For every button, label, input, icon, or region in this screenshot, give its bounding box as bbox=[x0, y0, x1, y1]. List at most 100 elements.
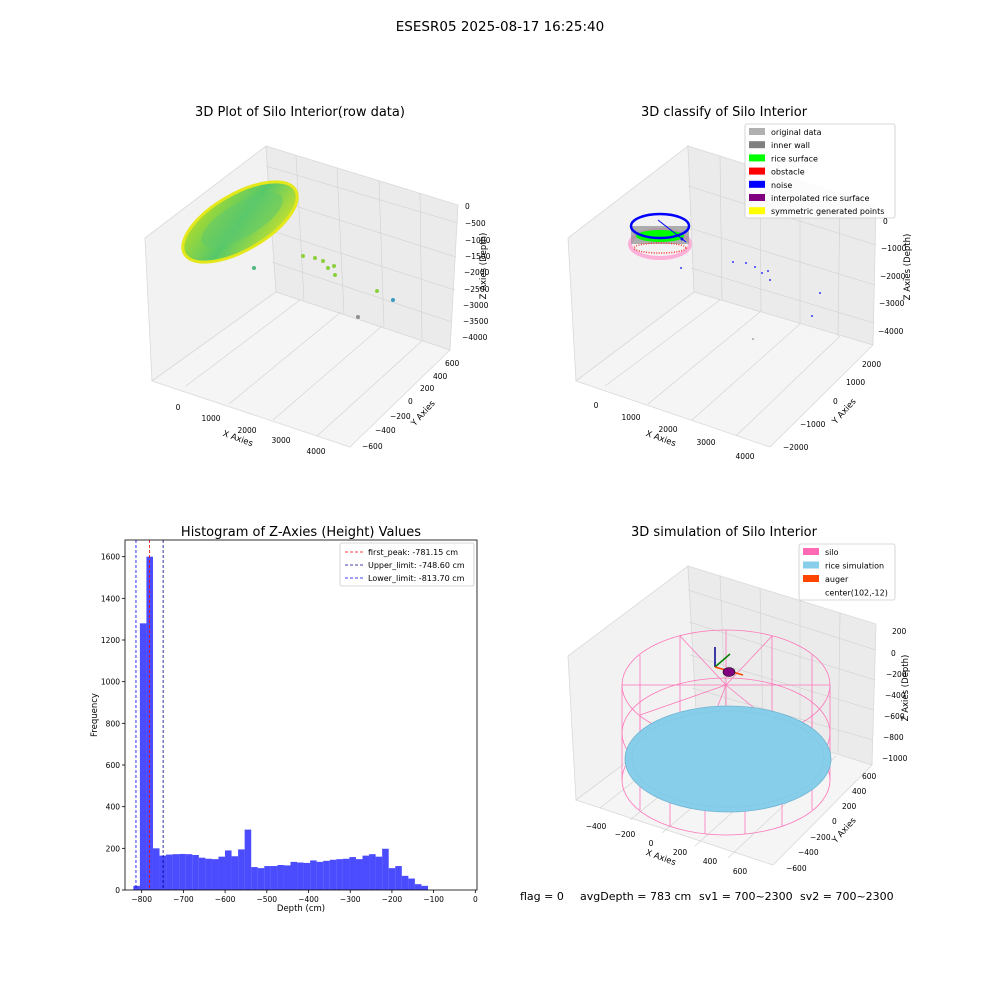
histogram-bar bbox=[375, 856, 383, 890]
raw-z-tick: −1000 bbox=[465, 236, 491, 245]
classify-legend-label: interpolated rice surface bbox=[771, 194, 869, 203]
histogram-bar bbox=[133, 885, 140, 890]
silo-roof-spoke bbox=[639, 684, 727, 716]
simulation-x-ticks: −400 −200 0 200 400 600 bbox=[586, 822, 748, 876]
classify-legend: original data inner wall rice surface obsta… bbox=[744, 123, 896, 219]
raw-z-tick: −4000 bbox=[462, 333, 488, 342]
histogram-bar bbox=[218, 856, 226, 890]
panel-raw-3d: 3D Plot of Silo Interior(row data) bbox=[144, 105, 491, 456]
histogram-reference-lines bbox=[135, 540, 164, 890]
histogram-bar bbox=[238, 849, 245, 890]
histogram-bar bbox=[342, 858, 350, 890]
simulation-legend: silo rice simulation auger center(102,-12) bbox=[798, 543, 896, 601]
simulation-y-ticks: 600 400 200 0 −200 −400 −600 bbox=[786, 772, 877, 873]
histogram-y-label: Frequency bbox=[90, 693, 100, 737]
simulation-legend-swatch bbox=[803, 561, 819, 569]
histogram-legend: first_peak: -781.15 cm Upper_limit: -748.… bbox=[339, 542, 475, 587]
histogram-x-ticks: −800 −700 −600 −500 −400 −300 −200 −100 0 bbox=[131, 890, 478, 904]
simulation-legend-label: rice simulation bbox=[825, 562, 884, 571]
classify-legend-label: noise bbox=[771, 181, 792, 190]
classify-silo-cluster bbox=[628, 212, 692, 260]
histogram-bar bbox=[349, 857, 356, 890]
raw-point bbox=[321, 259, 325, 263]
histogram-legend-frame bbox=[339, 542, 475, 587]
histogram-bar bbox=[211, 859, 219, 890]
histogram-y-tick-label: 1600 bbox=[101, 553, 120, 562]
classify-legend-swatch bbox=[749, 180, 765, 188]
classify-noise-point bbox=[680, 267, 682, 269]
panel-simulation-3d: 3D simulation of Silo Interior bbox=[567, 525, 911, 876]
auger-body bbox=[722, 667, 736, 677]
histogram-x-label: Depth (cm) bbox=[277, 904, 325, 914]
classify-y-tick: 2000 bbox=[862, 360, 881, 369]
simulation-y-tick: −400 bbox=[798, 848, 819, 857]
histogram-bar bbox=[277, 865, 284, 890]
raw-x-tick: 2000 bbox=[237, 426, 256, 435]
status-sv1: sv1 = 700~2300 bbox=[699, 890, 793, 903]
histogram-bar bbox=[179, 853, 186, 890]
histogram-legend-label: first_peak: -781.15 cm bbox=[368, 548, 458, 557]
classify-z-tick: −1000 bbox=[881, 244, 907, 253]
classify-legend-label: inner wall bbox=[771, 141, 810, 150]
classify-y-ticks: 2000 1000 0 −1000 −2000 bbox=[783, 360, 881, 452]
classify-legend-frame bbox=[744, 123, 896, 219]
simulation-legend-items: silo rice simulation auger center(102,-12) bbox=[803, 548, 888, 598]
simulation-x-tick: 200 bbox=[673, 848, 688, 857]
histogram-bar bbox=[172, 854, 180, 890]
histogram-bar bbox=[283, 865, 291, 890]
histogram-bar bbox=[270, 866, 278, 890]
histogram-bar bbox=[369, 854, 376, 890]
raw-y-tick: 0 bbox=[408, 397, 413, 406]
raw-point bbox=[301, 254, 305, 258]
histogram-bar bbox=[329, 859, 337, 890]
simulation-z-tick: 0 bbox=[891, 649, 896, 658]
raw-y-tick: −600 bbox=[362, 442, 383, 451]
histogram-y-tick-label: 0 bbox=[115, 886, 120, 895]
simulation-x-tick: 400 bbox=[703, 857, 718, 866]
histogram-bar bbox=[421, 885, 428, 890]
histogram-bar bbox=[205, 858, 212, 890]
silo-roof-spoke bbox=[725, 635, 773, 686]
histogram-bar bbox=[310, 860, 317, 890]
raw-outlier-points bbox=[252, 254, 395, 319]
raw-y-tick: −400 bbox=[375, 426, 396, 435]
classify-noise-point bbox=[767, 270, 769, 272]
simulation-y-tick: −200 bbox=[810, 833, 831, 842]
classify-legend-swatch bbox=[749, 154, 765, 162]
classify-z-tick: −4000 bbox=[878, 327, 904, 336]
classify-noise-point bbox=[769, 279, 771, 281]
histogram-y-tick-label: 800 bbox=[106, 719, 121, 728]
raw-y-tick: −200 bbox=[390, 412, 411, 421]
raw-x-tick: 3000 bbox=[271, 436, 290, 445]
classify-legend-label: original data bbox=[771, 128, 822, 137]
classify-legend-label: obstacle bbox=[771, 168, 805, 177]
simulation-z-ticks: 200 0 −200 −400 −600 −800 −1000 bbox=[882, 627, 908, 763]
silo-roof-spoke bbox=[679, 635, 727, 686]
raw-z-tick: −1500 bbox=[465, 252, 491, 261]
simulation-x-tick: −200 bbox=[615, 830, 636, 839]
histogram-bar bbox=[401, 875, 409, 890]
classify-noise-point bbox=[819, 292, 821, 294]
classify-y-tick: 1000 bbox=[846, 378, 865, 387]
raw-z-label: Z Axies (Depth) bbox=[479, 233, 489, 300]
auger-axis-y bbox=[714, 653, 731, 668]
histogram-bar bbox=[231, 856, 239, 890]
raw-y-tick: 600 bbox=[445, 359, 460, 368]
histogram-x-tick-label: 0 bbox=[473, 895, 478, 904]
histogram-bar bbox=[362, 855, 370, 890]
classify-y-tick: −2000 bbox=[783, 443, 809, 452]
histogram-bar bbox=[395, 866, 402, 890]
classify-noise-point bbox=[680, 237, 684, 241]
histogram-y-tick-label: 1000 bbox=[101, 678, 120, 687]
histogram-bars bbox=[133, 556, 428, 890]
classify-noise-point bbox=[752, 338, 754, 340]
status-footer: flag = 0 avgDepth = 783 cm sv1 = 700~230… bbox=[520, 890, 894, 903]
simulation-rice-surface bbox=[624, 705, 832, 813]
histogram-bar bbox=[139, 623, 147, 890]
classify-z-ticks: 0 −1000 −2000 −3000 −4000 bbox=[878, 217, 907, 336]
histogram-bar bbox=[251, 867, 258, 890]
histogram-axes-frame bbox=[124, 539, 478, 891]
histogram-bar bbox=[297, 862, 304, 890]
histogram-bar bbox=[264, 866, 271, 890]
